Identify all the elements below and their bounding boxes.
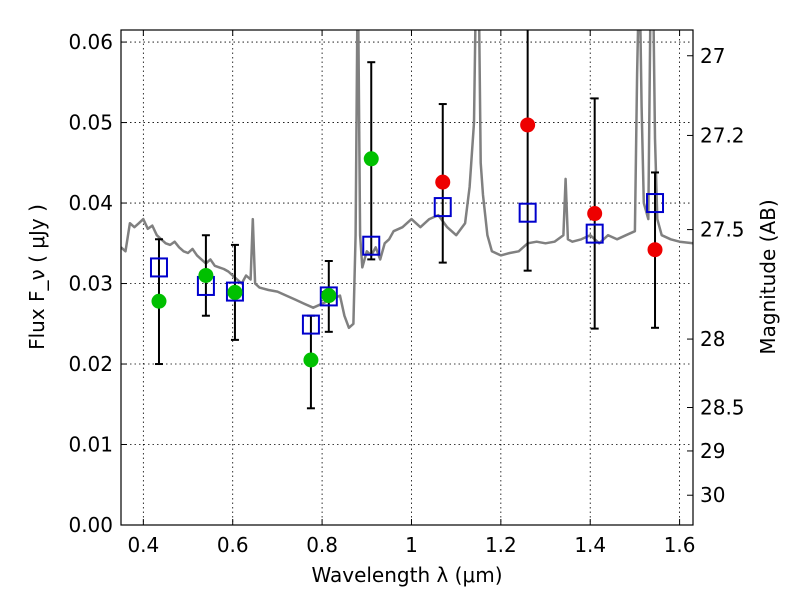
y-tick-label: 0.00 — [68, 513, 113, 537]
observed-point — [363, 151, 379, 167]
axes: 0.4 0.6 0.8 1 1.2 1.4 1.6 0.00 0.01 0.02 0.03 0.04 0… — [68, 30, 745, 557]
y-tick-label: 0.04 — [68, 191, 113, 215]
model-photometry-square — [585, 223, 604, 244]
right-tick-label: 27.2 — [700, 123, 745, 147]
model-photometry-square — [646, 193, 665, 214]
y-axis-label: Flux F_ν ( μJy ) — [25, 204, 49, 350]
right-tick-label: 29 — [700, 439, 725, 463]
observed-point — [435, 174, 451, 190]
model-photometry-square — [225, 281, 244, 302]
right-tick-label: 28.5 — [700, 395, 745, 419]
x-tick-label: 1.4 — [574, 533, 606, 557]
observed-point — [587, 206, 603, 222]
model-photometry-square — [433, 197, 452, 218]
observed-point — [227, 284, 243, 300]
x-tick-label: 0.8 — [306, 533, 338, 557]
observed-point — [303, 352, 319, 368]
y-tick-label: 0.03 — [68, 272, 113, 296]
right-tick-label: 30 — [700, 483, 725, 507]
model-photometry-square — [301, 314, 320, 335]
plot-frame — [120, 29, 694, 526]
y-tick-label: 0.06 — [68, 30, 113, 54]
y-tick-label: 0.02 — [68, 352, 113, 376]
x-axis-label: Wavelength λ (μm) — [311, 563, 502, 587]
observed-point — [520, 117, 536, 133]
x-tick-label: 1.2 — [485, 533, 517, 557]
observed-point — [198, 267, 214, 283]
grid — [121, 30, 693, 526]
observed-point — [647, 242, 663, 258]
model-photometry-square — [518, 202, 537, 223]
right-tick-label: 27.5 — [700, 218, 745, 242]
x-tick-label: 0.6 — [217, 533, 249, 557]
x-tick-label: 1 — [405, 533, 418, 557]
y-tick-label: 0.05 — [68, 111, 113, 135]
plot-area — [121, 30, 693, 410]
model-photometry-square — [362, 235, 381, 256]
x-tick-label: 1.6 — [664, 533, 696, 557]
right-axis-label: Magnitude (AB) — [756, 199, 780, 354]
model-photometry-square — [319, 286, 338, 307]
x-tick-label: 0.4 — [127, 533, 159, 557]
observed-point — [151, 293, 167, 309]
y-tick-label: 0.01 — [68, 433, 113, 457]
right-tick-label: 27 — [700, 44, 725, 68]
right-tick-label: 28 — [700, 327, 725, 351]
model-photometry-square — [149, 257, 168, 278]
observed-point — [321, 288, 337, 304]
